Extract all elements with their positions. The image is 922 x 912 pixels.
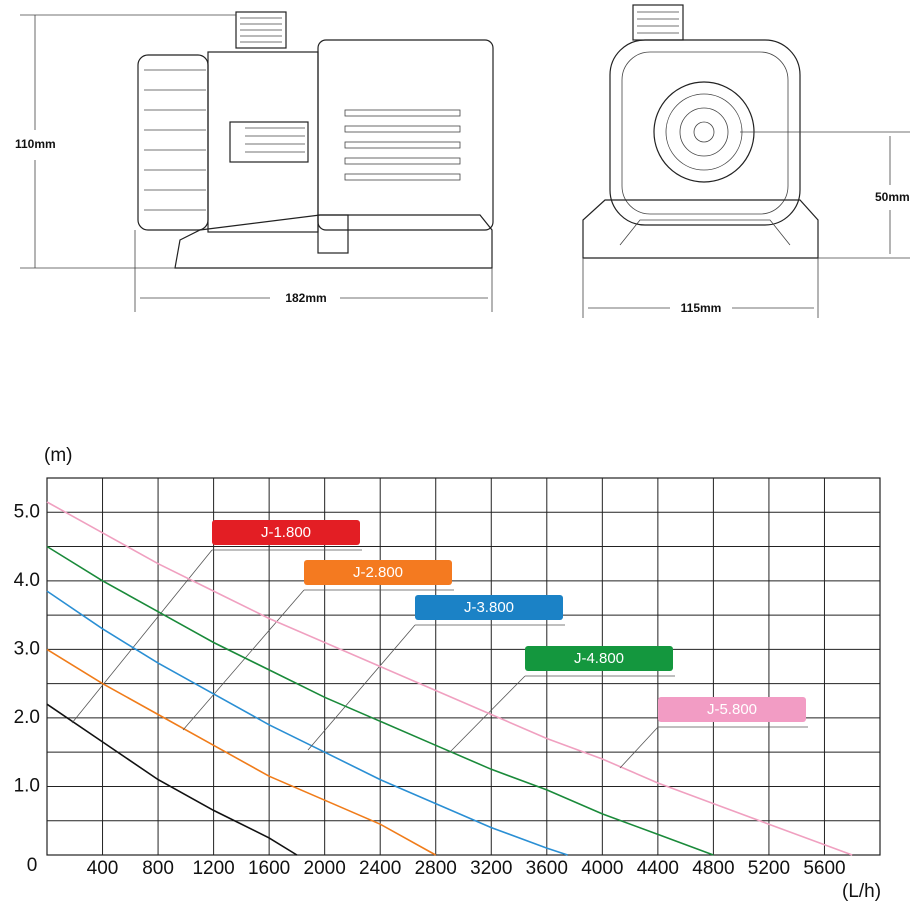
x-axis-label: (L/h) xyxy=(842,881,881,902)
leader-line xyxy=(71,549,213,724)
x-tick-label: 3200 xyxy=(470,858,512,879)
leader-line xyxy=(182,589,305,731)
plot-frame xyxy=(46,477,881,856)
dimension-label: 182mm xyxy=(285,291,326,305)
curve xyxy=(46,648,437,856)
y-axis-label: (m) xyxy=(44,445,72,466)
legend-box xyxy=(658,697,806,722)
pump-side-view xyxy=(137,11,494,269)
x-tick-label: 1200 xyxy=(192,858,234,879)
x-tick-label: 5600 xyxy=(803,858,845,879)
legend-box xyxy=(525,646,673,671)
legend-label: J-4.800 xyxy=(574,650,624,667)
y-tick-label: 1.0 xyxy=(14,775,40,796)
leader-line xyxy=(307,624,416,751)
curve xyxy=(46,590,568,856)
curve xyxy=(46,501,853,856)
legend-box xyxy=(304,560,452,585)
legend-box xyxy=(415,595,563,620)
x-tick-label: 5200 xyxy=(748,858,790,879)
x-tick-label: 0 xyxy=(27,855,38,876)
y-tick-label: 3.0 xyxy=(14,638,40,659)
legend-label: J-2.800 xyxy=(353,564,403,581)
x-tick-label: 4000 xyxy=(581,858,623,879)
curve xyxy=(46,703,298,856)
x-tick-label: 2800 xyxy=(415,858,457,879)
x-tick-label: 2400 xyxy=(359,858,401,879)
y-tick-label: 5.0 xyxy=(14,501,40,522)
dimension-label: 115mm xyxy=(681,301,722,315)
leader-line xyxy=(619,726,659,769)
x-tick-label: 1600 xyxy=(248,858,290,879)
legend-label: J-3.800 xyxy=(464,599,514,616)
x-tick-label: 3600 xyxy=(526,858,568,879)
legend-label: J-1.800 xyxy=(261,524,311,541)
x-tick-label: 4400 xyxy=(637,858,679,879)
x-tick-label: 4800 xyxy=(692,858,734,879)
dimension-label: 50mm xyxy=(875,190,910,204)
dimension-lines xyxy=(20,14,910,318)
y-tick-label: 2.0 xyxy=(14,707,40,728)
dimension-label: 110mm xyxy=(15,137,56,151)
y-tick-label: 4.0 xyxy=(14,570,40,591)
leader-line xyxy=(449,675,526,753)
legend-box xyxy=(212,520,360,545)
chart: 0 400 800 1200 1600 2000 2400 2800 3200 3600 4000 4… xyxy=(14,477,881,879)
x-tick-label: 2000 xyxy=(304,858,346,879)
x-tick-label: 400 xyxy=(87,858,119,879)
curve xyxy=(46,545,714,856)
x-tick-label: 800 xyxy=(142,858,174,879)
legend-label: J-5.800 xyxy=(707,701,757,718)
pump-front-view xyxy=(582,4,819,259)
